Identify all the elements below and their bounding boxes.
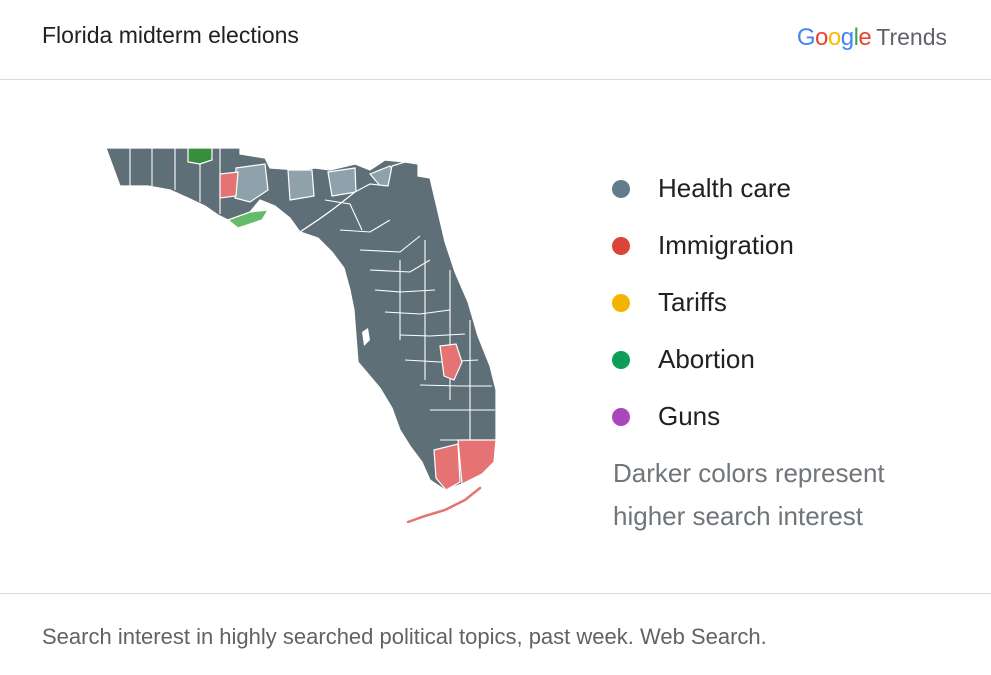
legend-dot xyxy=(612,236,630,255)
legend-item-guns: Guns xyxy=(608,388,948,445)
legend-item-tariffs: Tariffs xyxy=(608,274,948,331)
legend-label: Abortion xyxy=(658,344,755,374)
page-title: Florida midterm elections xyxy=(42,22,299,48)
florida-keys xyxy=(406,486,482,524)
google-wordmark: Google xyxy=(796,24,872,51)
legend-dot xyxy=(612,350,630,369)
legend-note: Darker colors represent higher search in… xyxy=(613,452,973,538)
county-immigration-4 xyxy=(433,443,461,491)
legend: Health care Immigration Tariffs Abortion… xyxy=(608,160,948,445)
legend-item-abortion: Abortion xyxy=(608,331,948,388)
legend-dot xyxy=(612,179,630,198)
legend-label: Health care xyxy=(658,173,791,203)
florida-county-map xyxy=(105,147,497,524)
county-immigration-3 xyxy=(457,439,497,485)
trends-wordmark: Trends xyxy=(876,24,947,50)
header-bar: Florida midterm elections Google Trends xyxy=(0,0,991,80)
county-light-2 xyxy=(287,169,315,201)
tampa-bay xyxy=(362,328,370,346)
footer-bar: Search interest in highly searched polit… xyxy=(0,593,991,675)
county-abortion-1 xyxy=(187,147,213,165)
legend-item-health-care: Health care xyxy=(608,160,948,217)
legend-label: Immigration xyxy=(658,230,794,260)
legend-note-line: Darker colors represent xyxy=(613,458,885,488)
legend-item-immigration: Immigration xyxy=(608,217,948,274)
legend-label: Guns xyxy=(658,401,721,431)
county-immigration-1 xyxy=(219,171,239,199)
county-abortion-2 xyxy=(226,209,270,229)
county-immigration-2 xyxy=(439,343,463,381)
google-trends-logo[interactable]: Google Trends xyxy=(797,24,947,52)
legend-dot xyxy=(612,407,630,426)
footer-caption: Search interest in highly searched polit… xyxy=(42,624,767,649)
legend-dot xyxy=(612,293,630,312)
legend-label: Tariffs xyxy=(658,287,727,317)
legend-note-line: higher search interest xyxy=(613,501,864,531)
county-light-3 xyxy=(327,167,357,197)
